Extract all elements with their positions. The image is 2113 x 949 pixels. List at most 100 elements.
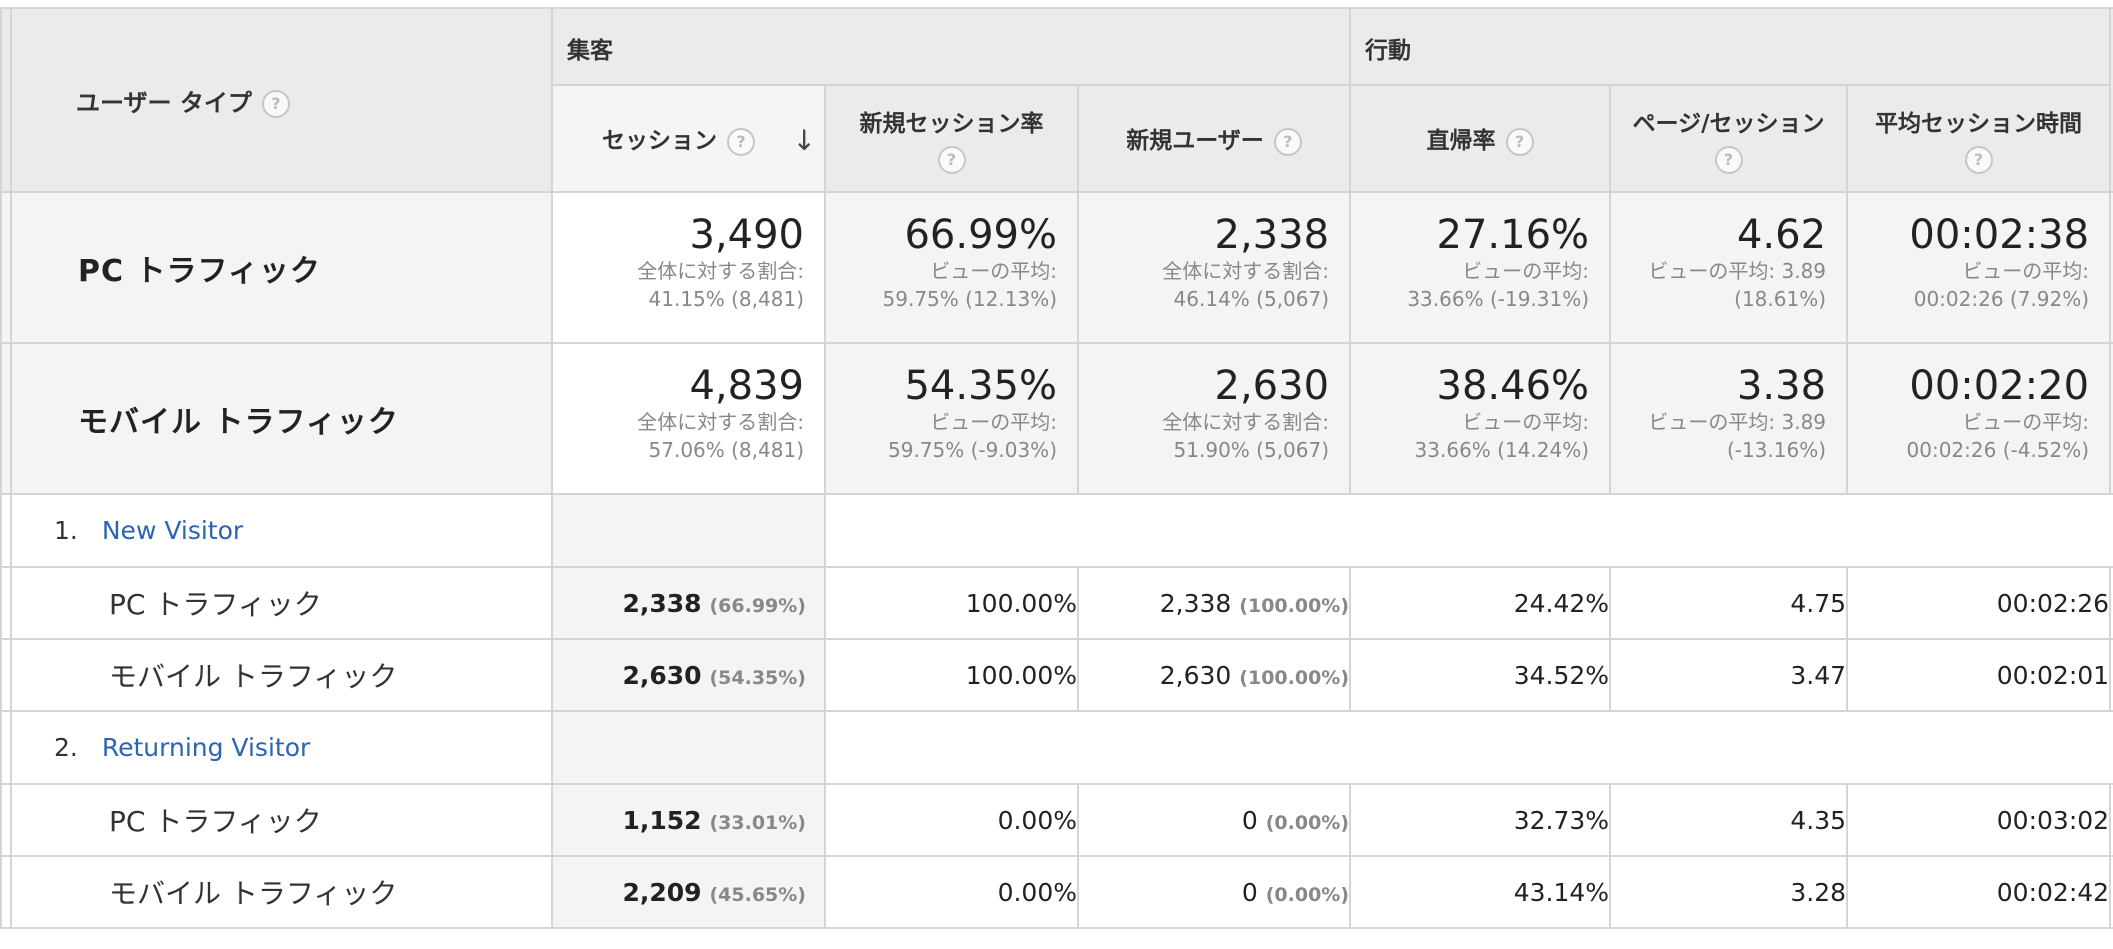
group-row-new-visitor: 1. New Visitor — [0, 494, 2113, 568]
help-icon[interactable]: ? — [261, 89, 290, 118]
sort-descending-icon[interactable]: ↓ — [792, 124, 816, 157]
cell-avg-duration: 00:02:26 — [1846, 567, 2111, 640]
summary-value: 00:02:20 — [1909, 363, 2090, 409]
summary-cell-avg-duration: 00:02:38 ビューの平均: 00:02:26 (7.92%) — [1846, 192, 2111, 344]
header-group-row: ユーザー タイプ? 集客 行動 — [0, 9, 2113, 193]
summary-sub2: 00:02:26 (-4.52%) — [1906, 438, 2090, 462]
cell-pages-per-session: 3.28 — [1609, 856, 1848, 929]
header-right-edge — [2109, 9, 2113, 193]
dimension-header-label: ユーザー タイプ — [76, 88, 252, 117]
summary-sub1: ビューの平均: — [1462, 259, 1590, 283]
cell-sessions: 1,152 (33.01%) — [551, 784, 825, 857]
summary-sub2: 46.14% (5,067) — [1173, 287, 1330, 311]
cell-bounce-rate: 32.73% — [1349, 784, 1611, 857]
help-icon[interactable]: ? — [1505, 127, 1534, 156]
row-left-edge — [0, 494, 11, 568]
cell-new-session-rate: 0.00% — [824, 784, 1078, 857]
summary-sub1: 全体に対する割合: — [637, 259, 804, 283]
dimension-link-new-visitor[interactable]: New Visitor — [101, 516, 244, 545]
row-left-edge — [0, 567, 11, 640]
cell-avg-duration: 00:02:01 — [1846, 639, 2111, 712]
group-header-behavior: 行動 — [1349, 9, 2111, 86]
metric-header-pages-per-session[interactable]: ページ/セッション ? — [1609, 85, 1848, 193]
cell-new-session-rate: 100.00% — [824, 567, 1078, 640]
sessions-value: 1,152 — [622, 805, 702, 835]
sessions-value: 2,630 — [622, 660, 702, 690]
metric-header-bounce-rate[interactable]: 直帰率? — [1349, 85, 1611, 193]
table-row: PC トラフィック 1,152 (33.01%) 0.00% 0 (0.00%)… — [0, 784, 2113, 857]
table-row: モバイル トラフィック 2,209 (45.65%) 0.00% 0 (0.00… — [0, 856, 2113, 929]
sessions-percent: (45.65%) — [709, 883, 806, 906]
summary-sub2: 33.66% (14.24%) — [1414, 438, 1590, 462]
summary-cell-pages-per-session: 4.62 ビューの平均: 3.89 (18.61%) — [1609, 192, 1848, 344]
new-users-value: 2,630 — [1159, 660, 1232, 690]
cell-avg-duration: 00:02:42 — [1846, 856, 2111, 929]
cell-bounce-rate: 24.42% — [1349, 567, 1611, 640]
sessions-percent: (54.35%) — [709, 666, 806, 689]
top-border — [0, 0, 2113, 9]
help-icon[interactable]: ? — [1714, 145, 1743, 174]
summary-value: 38.46% — [1436, 363, 1590, 409]
help-icon[interactable]: ? — [727, 127, 755, 156]
cell-bounce-rate: 34.52% — [1349, 639, 1611, 712]
new-users-value: 2,338 — [1159, 588, 1232, 618]
group-label-cell: 2. Returning Visitor — [10, 711, 552, 785]
metric-header-label: 平均セッション時間 — [1875, 110, 2083, 137]
row-left-edge — [0, 192, 11, 344]
new-users-percent: (100.00%) — [1239, 594, 1350, 617]
summary-value: 4,839 — [689, 363, 804, 409]
row-segment-name: モバイル トラフィック — [10, 639, 552, 712]
group-index: 2. — [54, 733, 78, 762]
help-icon[interactable]: ? — [937, 145, 966, 174]
summary-sub1: ビューの平均: — [1962, 410, 2090, 434]
cell-pages-per-session: 4.75 — [1609, 567, 1848, 640]
row-right-edge — [2109, 639, 2113, 712]
row-right-edge — [2109, 192, 2113, 344]
row-right-edge — [2109, 856, 2113, 929]
summary-value: 66.99% — [904, 212, 1057, 258]
group-index: 1. — [54, 516, 78, 545]
summary-value: 2,630 — [1214, 363, 1330, 409]
summary-sub1: 全体に対する割合: — [1162, 410, 1330, 434]
header-metric-row: セッション? ↓ 新規セッション率 ? 新規ユーザー? 直帰率? ページ/セッシ… — [1, 85, 2113, 193]
group-sort-cell — [551, 494, 825, 568]
summary-value: 3.38 — [1736, 363, 1827, 409]
row-right-edge — [2109, 343, 2113, 495]
summary-cell-sessions: 3,490 全体に対する割合: 41.15% (8,481) — [551, 192, 825, 344]
summary-cell-bounce-rate: 27.16% ビューの平均: 33.66% (-19.31%) — [1349, 192, 1611, 344]
row-right-edge — [2109, 784, 2113, 857]
summary-sub2: 59.75% (-9.03%) — [888, 438, 1057, 462]
summary-cell-sessions: 4,839 全体に対する割合: 57.06% (8,481) — [551, 343, 825, 495]
help-icon[interactable]: ? — [1964, 145, 1993, 174]
metric-header-avg-session-duration[interactable]: 平均セッション時間 ? — [1846, 85, 2111, 193]
metric-header-label: 新規セッション率 — [859, 110, 1044, 137]
group-sort-cell — [551, 711, 825, 785]
summary-sub2: 41.15% (8,481) — [648, 287, 804, 311]
cell-pages-per-session: 3.47 — [1609, 639, 1848, 712]
group-empty-cell — [823, 711, 2113, 785]
summary-sub1: ビューの平均: 3.89 — [1648, 410, 1827, 434]
help-icon[interactable]: ? — [1273, 127, 1302, 156]
metric-header-sessions[interactable]: セッション? ↓ — [551, 85, 825, 193]
new-users-percent: (100.00%) — [1239, 666, 1350, 689]
dimension-link-returning-visitor[interactable]: Returning Visitor — [101, 733, 311, 762]
summary-sub1: ビューの平均: — [1962, 259, 2090, 283]
segment-summary-row: モバイル トラフィック 4,839 全体に対する割合: 57.06% (8,481)… — [0, 343, 2113, 495]
metric-header-label: 新規ユーザー — [1126, 128, 1264, 155]
report-table: ユーザー タイプ? 集客 行動 セッション? ↓ 新規セッション率 ? 新規ユー… — [0, 9, 2113, 929]
segment-summary-row: PC トラフィック 3,490 全体に対する割合: 41.15% (8,481) 6… — [0, 192, 2113, 344]
row-right-edge — [2109, 567, 2113, 640]
cell-new-session-rate: 0.00% — [824, 856, 1078, 929]
row-left-edge — [0, 711, 11, 785]
summary-sub2: 59.75% (12.13%) — [882, 287, 1057, 311]
summary-sub1: ビューの平均: 3.89 — [1648, 259, 1827, 283]
summary-value: 27.16% — [1436, 212, 1590, 258]
summary-cell-new-users: 2,630 全体に対する割合: 51.90% (5,067) — [1076, 343, 1351, 495]
summary-cell-avg-duration: 00:02:20 ビューの平均: 00:02:26 (-4.52%) — [1846, 343, 2111, 495]
row-segment-name: PC トラフィック — [10, 567, 552, 640]
metric-header-new-session-rate[interactable]: 新規セッション率 ? — [824, 85, 1078, 193]
metric-header-new-users[interactable]: 新規ユーザー? — [1076, 85, 1351, 193]
cell-new-users: 0 (0.00%) — [1076, 856, 1351, 929]
dimension-header[interactable]: ユーザー タイプ? — [10, 9, 552, 193]
